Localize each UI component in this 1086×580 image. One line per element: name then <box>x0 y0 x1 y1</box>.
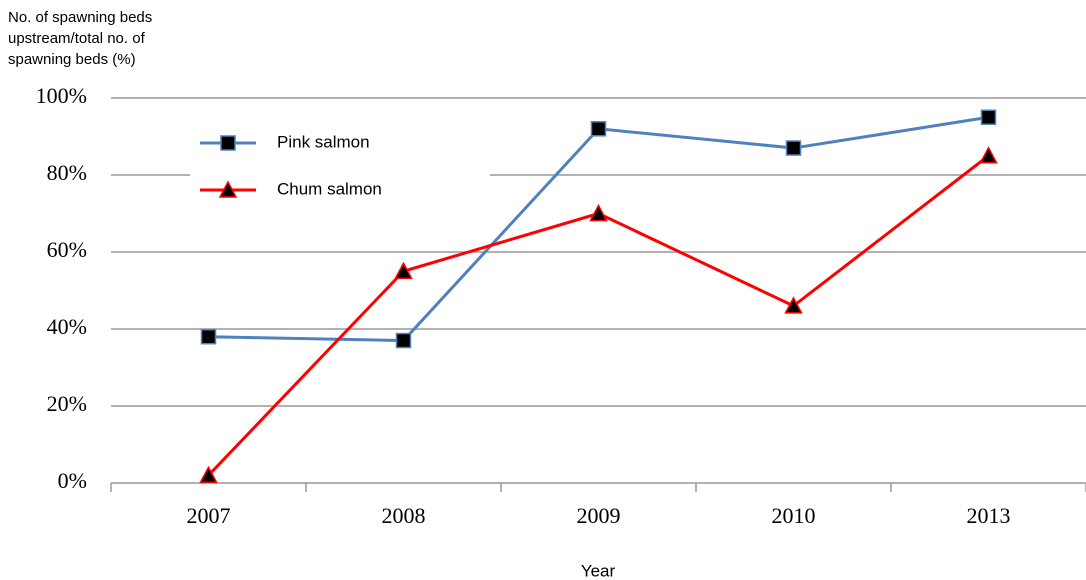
x-tick-label: 2009 <box>577 503 621 528</box>
point <box>785 140 802 156</box>
legend-marker <box>220 135 236 151</box>
legend-label: Chum salmon <box>277 179 382 198</box>
point <box>200 328 217 345</box>
point <box>589 203 608 222</box>
x-tick-label: 2007 <box>187 503 231 528</box>
legend-marker <box>218 180 238 198</box>
y-tick-label: 80% <box>47 160 87 185</box>
x-tick-label: 2013 <box>967 503 1011 528</box>
x-tick-label: 2008 <box>382 503 426 528</box>
y-tick-label: 40% <box>47 314 87 339</box>
y-tick-label: 0% <box>58 468 87 493</box>
y-axis-label: spawning beds (%) <box>8 51 136 68</box>
y-axis-label: upstream/total no. of <box>8 30 146 47</box>
point <box>395 332 412 349</box>
x-tick-label: 2010 <box>772 503 816 528</box>
legend <box>190 118 490 214</box>
point <box>979 146 998 164</box>
point <box>980 109 997 125</box>
point <box>590 121 607 137</box>
point <box>199 465 218 484</box>
point <box>784 296 803 314</box>
x-axis-label: Year <box>581 561 616 580</box>
y-tick-label: 20% <box>47 391 87 416</box>
y-tick-label: 100% <box>36 83 87 108</box>
y-tick-label: 60% <box>47 237 87 262</box>
y-axis-label: No. of spawning beds <box>8 9 152 26</box>
legend-label: Pink salmon <box>277 132 370 151</box>
point <box>394 261 413 279</box>
